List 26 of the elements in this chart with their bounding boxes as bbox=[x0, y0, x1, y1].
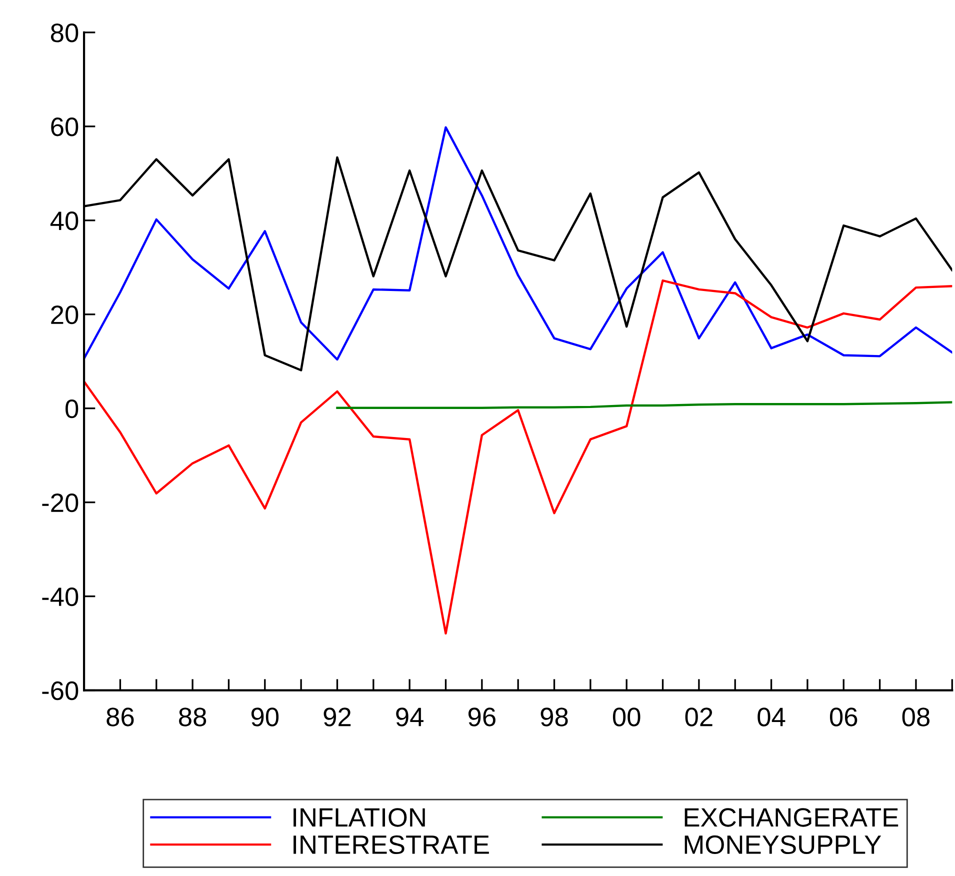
legend-label: INFLATION bbox=[294, 808, 425, 827]
y-tick-label: -20 bbox=[42, 493, 78, 512]
y-tick-label: 40 bbox=[50, 212, 78, 230]
x-tick-label: 00 bbox=[612, 708, 640, 726]
x-tick-label: 94 bbox=[396, 708, 424, 726]
line-series bbox=[84, 279, 952, 635]
x-tick-label: 08 bbox=[902, 708, 930, 726]
y-tick-label: 80 bbox=[50, 24, 78, 42]
x-tick-label: 88 bbox=[179, 708, 206, 726]
legend-label: EXCHANGERATE bbox=[684, 808, 898, 827]
y-tick-label: 20 bbox=[51, 305, 78, 324]
x-tick-label: 04 bbox=[758, 708, 786, 726]
legend-label: INTERESTRATE bbox=[294, 835, 489, 854]
x-tick-label: 90 bbox=[251, 708, 279, 726]
y-tick-label: -60 bbox=[42, 681, 78, 700]
x-tick-label: 98 bbox=[540, 708, 568, 726]
x-tick-label: 96 bbox=[468, 708, 496, 726]
x-tick-label: 86 bbox=[106, 708, 134, 726]
y-tick-label: -40 bbox=[42, 587, 78, 606]
y-tick-label: 60 bbox=[51, 118, 78, 136]
x-tick-label: 02 bbox=[685, 708, 712, 726]
x-tick-label: 92 bbox=[324, 708, 351, 726]
line-series bbox=[84, 126, 952, 361]
legend-label: MONEYSUPPLY bbox=[684, 835, 882, 854]
y-tick-label: 0 bbox=[66, 399, 78, 418]
x-tick-label: 06 bbox=[830, 708, 858, 726]
